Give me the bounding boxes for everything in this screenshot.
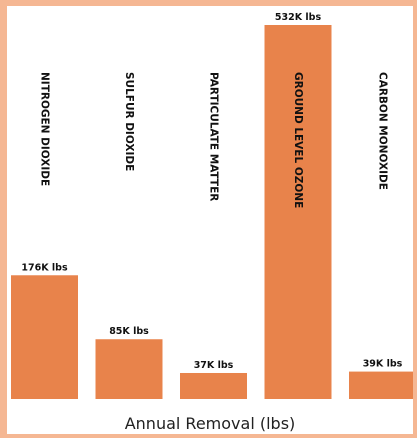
bar-carbon-monoxide [349, 371, 413, 399]
value-label: 85K lbs [109, 326, 149, 337]
chart-panel: 176K lbs NITROGEN DIOXIDE 85K lbs SULFUR DI… [7, 6, 413, 434]
bar-nitrogen-dioxide [11, 275, 78, 399]
category-label: GROUND LEVEL OZONE [292, 72, 304, 208]
bar-sulfur-dioxide [95, 339, 163, 399]
value-label: 176K lbs [21, 262, 68, 273]
category-label: SULFUR DIOXIDE [123, 72, 135, 171]
bar-chart: 176K lbs NITROGEN DIOXIDE 85K lbs SULFUR DI… [11, 12, 413, 399]
bar-ground-level-ozone [264, 25, 332, 399]
x-axis-title: Annual Removal (lbs) [124, 414, 296, 433]
category-label: NITROGEN DIOXIDE [39, 72, 51, 186]
bar-particulate-matter [180, 372, 247, 399]
value-label: 532K lbs [275, 12, 322, 23]
value-label: 37K lbs [194, 360, 234, 371]
category-label: PARTICULATE MATTER [208, 72, 220, 201]
value-label: 39K lbs [363, 359, 403, 370]
category-label: CARBON MONOXIDE [377, 72, 389, 190]
